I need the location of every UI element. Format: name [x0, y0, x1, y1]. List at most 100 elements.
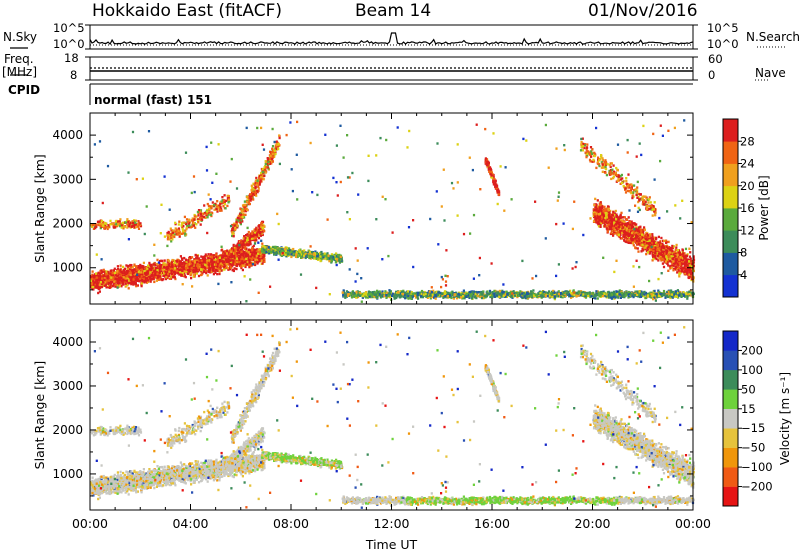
power-cell: [155, 276, 157, 278]
power-cell: [197, 263, 199, 265]
power-cell: [207, 253, 209, 255]
power-cell: [109, 273, 111, 275]
power-cell: [194, 261, 196, 263]
power-cell: [188, 269, 190, 271]
power-cell: [262, 256, 264, 258]
power-cell: [188, 266, 190, 268]
power-cell: [171, 264, 173, 266]
power-cell: [115, 274, 117, 276]
power-cell: [187, 273, 189, 275]
power-cell: [104, 285, 106, 287]
power-cell: [94, 281, 96, 283]
power-cell: [171, 273, 173, 275]
power-cell: [191, 267, 193, 269]
power-cell: [168, 271, 170, 273]
power-cell: [202, 264, 204, 266]
power-cell: [126, 270, 128, 272]
power-cell: [126, 275, 128, 277]
power-cell: [99, 284, 101, 286]
power-cell: [171, 259, 173, 261]
power-cell: [168, 264, 170, 266]
power-cell: [164, 259, 166, 261]
power-cell: [136, 278, 138, 280]
power-cell: [179, 265, 181, 267]
power-cell: [242, 253, 244, 255]
power-cell: [204, 267, 206, 269]
power-cell: [251, 249, 253, 251]
power-cell: [244, 261, 246, 263]
power-cell: [232, 260, 234, 262]
power-cell: [171, 269, 173, 271]
power-cell: [248, 249, 250, 251]
power-cell: [130, 272, 132, 274]
power-cell: [179, 271, 181, 273]
power-cell: [204, 259, 206, 261]
power-cell: [251, 254, 253, 256]
power-cell: [174, 267, 176, 269]
power-cell: [255, 255, 257, 257]
power-cell: [213, 257, 215, 259]
power-cell: [250, 259, 252, 261]
power-cell: [103, 269, 105, 271]
power-cell: [139, 275, 141, 277]
power-cell: [156, 267, 158, 269]
power-cell: [116, 270, 118, 272]
power-cell: [118, 279, 120, 281]
power-cell: [99, 275, 101, 277]
power-cell: [240, 265, 242, 267]
power-cell: [256, 262, 258, 264]
power-cell: [260, 255, 262, 257]
power-cell: [168, 259, 170, 261]
power-cell: [176, 263, 178, 265]
power-cell: [140, 275, 142, 277]
power-cell: [127, 268, 129, 270]
power-scatter-layer: [90, 119, 695, 303]
power-cell: [210, 253, 212, 255]
power-cell: [91, 283, 93, 285]
power-cell: [96, 284, 98, 286]
power-cell: [211, 256, 213, 258]
power-cell: [120, 271, 122, 273]
power-cell: [207, 274, 209, 276]
power-cell: [158, 279, 160, 281]
power-cell: [209, 267, 211, 269]
power-cell: [98, 278, 100, 280]
power-cell: [163, 266, 165, 268]
power-cell: [146, 277, 148, 279]
power-cell: [128, 287, 130, 289]
power-cell: [153, 281, 155, 283]
power-cell: [147, 272, 149, 274]
power-cell: [235, 268, 237, 270]
power-cell: [206, 262, 208, 264]
power-cell: [105, 273, 107, 275]
power-cell: [107, 283, 109, 285]
power-cell: [114, 268, 116, 270]
power-cell: [242, 269, 244, 271]
power-cell: [141, 269, 143, 271]
power-cell: [210, 258, 212, 260]
nsky-trace: [90, 33, 693, 44]
power-cell: [196, 255, 198, 257]
power-cell: [253, 245, 255, 247]
power-cell: [248, 259, 250, 261]
power-cell: [262, 262, 264, 264]
power-cell: [99, 290, 101, 292]
power-cell: [181, 257, 183, 259]
power-cell: [191, 264, 193, 266]
power-cell: [156, 273, 158, 275]
power-cell: [146, 268, 148, 270]
power-cell: [169, 278, 171, 280]
power-cell: [156, 280, 158, 282]
power-cell: [124, 268, 126, 270]
power-cell: [153, 263, 155, 265]
power-cell: [180, 269, 182, 271]
power-cell: [180, 261, 182, 263]
power-cell: [181, 263, 183, 265]
power-cell: [117, 265, 119, 267]
power-cell: [225, 267, 227, 269]
power-cell: [191, 256, 193, 258]
power-cell: [119, 277, 121, 279]
power-cell: [112, 285, 114, 287]
power-cell: [233, 244, 235, 246]
power-cell: [184, 270, 186, 272]
